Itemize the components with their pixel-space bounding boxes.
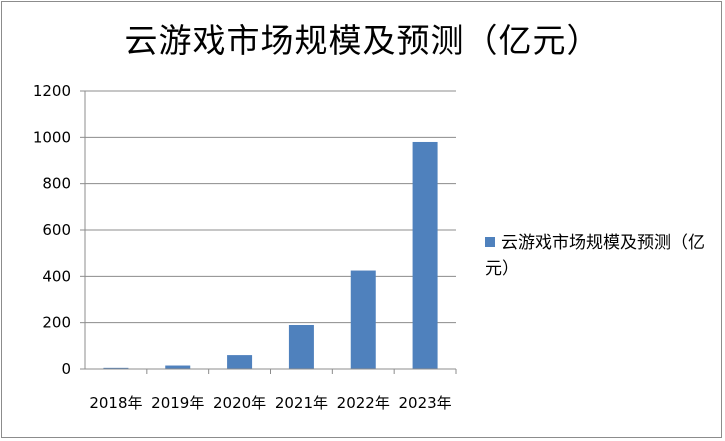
bar [412, 141, 438, 369]
bar [103, 367, 129, 369]
bar [227, 355, 253, 369]
y-tick-label: 200 [42, 314, 71, 332]
y-tick-label: 0 [61, 360, 71, 378]
x-tick-label: 2019年 [151, 394, 204, 412]
legend: 云游戏市场规模及预测（亿元） [485, 230, 715, 282]
x-tick-label: 2023年 [398, 394, 451, 412]
legend-label: 云游戏市场规模及预测（亿元） [485, 233, 705, 279]
bar [288, 324, 314, 369]
y-tick-label: 600 [42, 221, 71, 239]
bar [165, 365, 191, 369]
x-tick-label: 2018年 [89, 394, 142, 412]
bar [350, 270, 376, 369]
legend-swatch-icon [485, 237, 495, 247]
x-tick-label: 2022年 [337, 394, 390, 412]
y-tick-label: 800 [42, 175, 71, 193]
x-tick-label: 2021年 [275, 394, 328, 412]
y-tick-label: 1000 [33, 128, 71, 146]
chart-title: 云游戏市场规模及预测（亿元） [124, 21, 601, 60]
y-tick-label: 1200 [33, 82, 71, 100]
y-tick-label: 400 [42, 267, 71, 285]
x-tick-label: 2020年 [213, 394, 266, 412]
